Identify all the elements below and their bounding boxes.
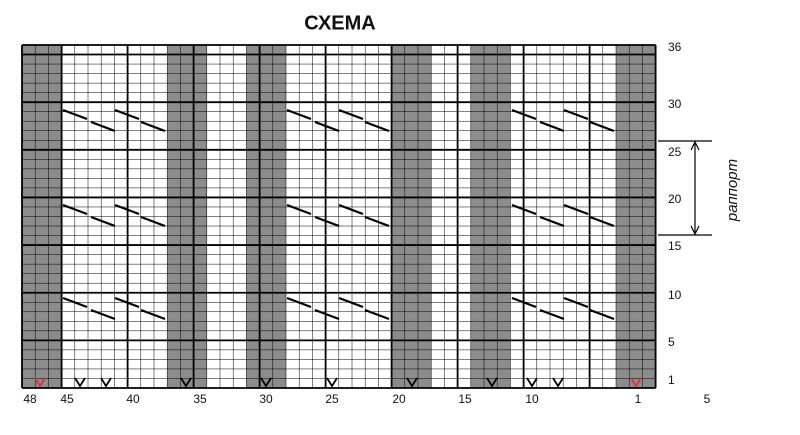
- cable-stroke: [286, 203, 312, 216]
- cable-stroke: [286, 296, 312, 309]
- row-label: 10: [668, 288, 682, 302]
- cable-stroke: [563, 108, 589, 121]
- v-stitch: [326, 377, 338, 388]
- column-label: 30: [259, 392, 273, 406]
- row-label: 15: [668, 239, 682, 253]
- column-label: 1: [635, 392, 642, 406]
- row-label: 1: [668, 373, 675, 387]
- cable-stroke: [511, 108, 537, 121]
- chart-title: СХЕМА: [304, 12, 375, 34]
- v-stitch: [260, 377, 272, 388]
- cable-stroke: [539, 308, 565, 321]
- column-label: 48: [23, 392, 37, 406]
- cable-stroke: [338, 203, 364, 216]
- cable-stroke: [90, 215, 116, 228]
- v-stitch: [486, 377, 498, 388]
- cable-stroke: [140, 215, 166, 228]
- cable-stroke: [90, 120, 116, 133]
- cable-stroke: [364, 308, 390, 321]
- cable-stroke: [114, 203, 140, 216]
- cable-stroke: [114, 296, 140, 309]
- cable-stroke: [589, 308, 615, 321]
- cable-stroke: [511, 203, 537, 216]
- stitch-symbols: [34, 108, 642, 388]
- v-stitch: [406, 377, 418, 388]
- cable-stroke: [140, 308, 166, 321]
- bracket-arrows: [690, 140, 700, 236]
- v-stitch: [100, 377, 112, 388]
- row-label: 25: [668, 145, 682, 159]
- column-label: 40: [126, 392, 140, 406]
- row-label: 5: [668, 335, 675, 349]
- cable-stroke: [539, 215, 565, 228]
- cable-stroke: [140, 120, 166, 133]
- cable-stroke: [364, 120, 390, 133]
- column-label: 10: [525, 392, 539, 406]
- row-label: 36: [668, 40, 682, 54]
- cable-stroke: [62, 108, 88, 121]
- cable-stroke: [589, 215, 615, 228]
- v-stitch: [526, 377, 538, 388]
- cable-stroke: [314, 120, 340, 133]
- row-label: 30: [668, 97, 682, 111]
- v-stitch: [74, 377, 86, 388]
- cable-stroke: [62, 296, 88, 309]
- cable-stroke: [114, 108, 140, 121]
- v-stitch: [34, 377, 46, 388]
- column-label: 45: [60, 392, 74, 406]
- cable-stroke: [286, 108, 312, 121]
- v-stitch: [180, 377, 192, 388]
- cable-stroke: [314, 215, 340, 228]
- cable-stroke: [511, 296, 537, 309]
- cable-stroke: [364, 215, 390, 228]
- row-label: 20: [668, 192, 682, 206]
- column-label: 5: [704, 392, 711, 406]
- cable-stroke: [539, 120, 565, 133]
- column-label: 25: [325, 392, 339, 406]
- cable-stroke: [62, 203, 88, 216]
- grid: [21, 44, 657, 389]
- rapport-label: раппорт: [724, 159, 741, 222]
- cable-stroke: [338, 296, 364, 309]
- cable-stroke: [563, 296, 589, 309]
- cable-stroke: [563, 203, 589, 216]
- v-stitch: [630, 377, 642, 388]
- v-stitch: [552, 377, 564, 388]
- column-label: 20: [392, 392, 406, 406]
- rapport-bracket: [658, 140, 712, 236]
- column-label: 15: [458, 392, 472, 406]
- cable-stroke: [589, 120, 615, 133]
- cable-stroke: [314, 308, 340, 321]
- cable-stroke: [90, 308, 116, 321]
- cable-stroke: [338, 108, 364, 121]
- column-label: 35: [193, 392, 207, 406]
